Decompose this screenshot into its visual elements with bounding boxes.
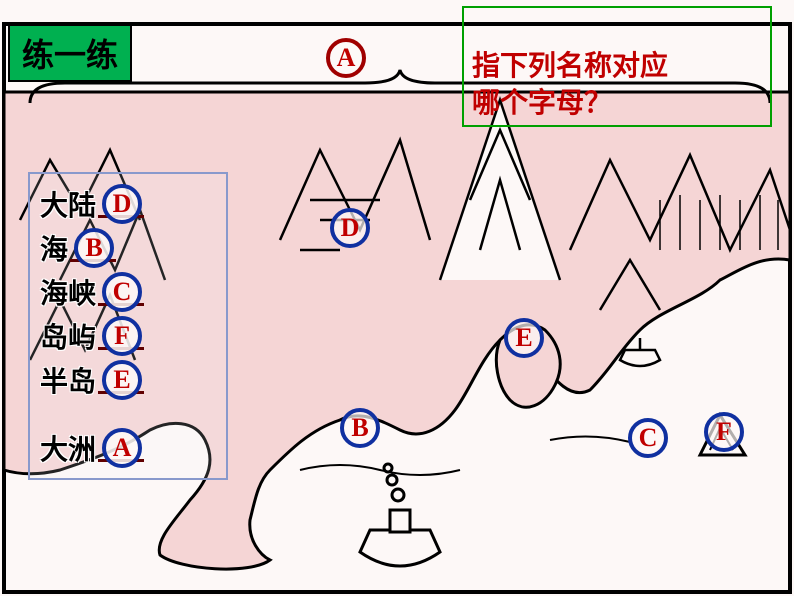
- marker-a-letter: A: [337, 43, 356, 73]
- answer-badge-f: F: [102, 316, 142, 356]
- answer-badge-a: A: [102, 428, 142, 468]
- answer-row: 岛屿F: [40, 314, 216, 358]
- question-text: 指下列名称对应 哪个字母？: [472, 50, 668, 117]
- answer-row: 海B: [40, 226, 216, 270]
- answer-label: 大洲: [40, 428, 96, 468]
- map-marker-c: C: [628, 418, 668, 458]
- answers-list: 大陆D海B海峡C岛屿F半岛E大洲A: [40, 182, 216, 470]
- map-marker-f: F: [704, 412, 744, 452]
- map-marker-e: E: [504, 318, 544, 358]
- map-marker-d: D: [330, 208, 370, 248]
- map-marker-b: B: [340, 408, 380, 448]
- answer-badge-e: E: [102, 360, 142, 400]
- answer-badge-b: B: [74, 228, 114, 268]
- marker-a-top: A: [326, 38, 366, 78]
- answer-row: 大洲A: [40, 426, 216, 470]
- question-box: 指下列名称对应 哪个字母？: [462, 6, 772, 127]
- answer-row: 半岛E: [40, 358, 216, 402]
- answer-badge-d: D: [102, 184, 142, 224]
- answer-badge-c: C: [102, 272, 142, 312]
- answer-label: 岛屿: [40, 316, 96, 356]
- answer-row: 海峡C: [40, 270, 216, 314]
- answer-label: 海峡: [40, 272, 96, 312]
- answer-label: 半岛: [40, 360, 96, 400]
- answer-row: 大陆D: [40, 182, 216, 226]
- answer-panel: 大陆D海B海峡C岛屿F半岛E大洲A: [28, 172, 228, 480]
- title-text: 练一练: [22, 37, 118, 73]
- practice-title: 练一练: [8, 24, 132, 82]
- answer-label: 大陆: [40, 184, 96, 224]
- answer-label: 海: [40, 228, 68, 268]
